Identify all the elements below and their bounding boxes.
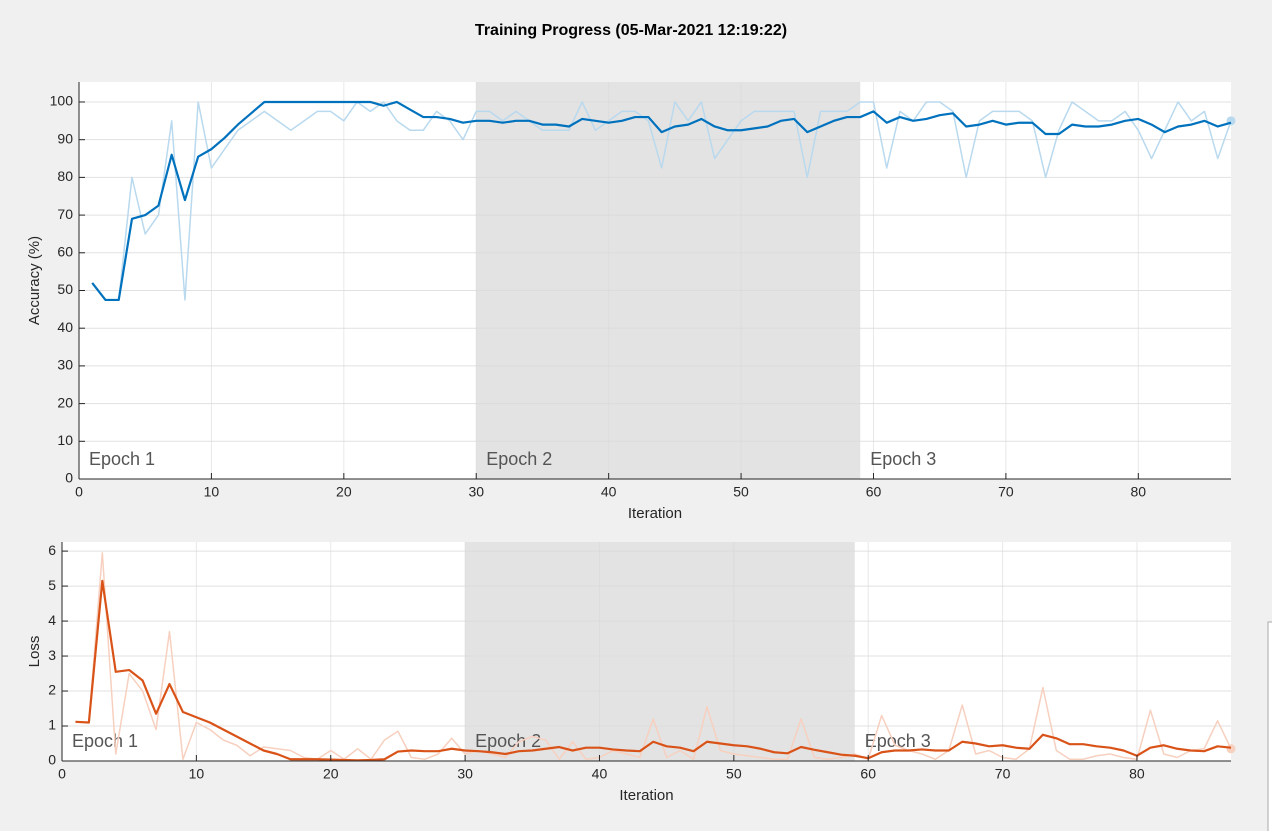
x-tick-label: 50 <box>726 766 742 782</box>
y-tick-label: 0 <box>48 752 56 768</box>
y-tick-label: 4 <box>48 612 56 628</box>
x-tick-label: 80 <box>1129 766 1145 782</box>
x-tick-label: 30 <box>457 766 473 782</box>
final-point <box>1226 744 1236 754</box>
series-line <box>91 100 1232 302</box>
y-tick-label: 60 <box>57 243 73 259</box>
series-line <box>75 552 1232 760</box>
epoch-shade <box>465 542 855 761</box>
y-tick-label: 3 <box>48 647 56 663</box>
x-tick-label: 70 <box>998 484 1014 500</box>
epoch-label: Epoch 2 <box>475 731 541 751</box>
x-tick-label: 60 <box>860 766 876 782</box>
epoch-label: Epoch 3 <box>865 731 931 751</box>
y-axis-label: Accuracy (%) <box>26 236 43 325</box>
y-tick-label: 20 <box>57 394 73 410</box>
x-tick-label: 20 <box>323 766 339 782</box>
y-tick-label: 40 <box>57 319 73 335</box>
x-axis-label: Iteration <box>619 787 673 804</box>
epoch-shade <box>476 82 861 479</box>
y-tick-label: 1 <box>48 717 56 733</box>
y-tick-label: 2 <box>48 682 56 698</box>
epoch-label: Epoch 1 <box>72 731 138 751</box>
x-tick-label: 10 <box>204 484 220 500</box>
x-tick-label: 50 <box>733 484 749 500</box>
x-tick-label: 40 <box>592 766 608 782</box>
y-tick-label: 80 <box>57 168 73 184</box>
x-tick-label: 60 <box>866 484 882 500</box>
x-tick-label: 0 <box>75 484 83 500</box>
y-tick-label: 0 <box>65 470 73 486</box>
x-tick-label: 0 <box>58 766 66 782</box>
y-tick-label: 70 <box>57 206 73 222</box>
x-tick-label: 80 <box>1131 484 1147 500</box>
y-tick-label: 50 <box>57 281 73 297</box>
epoch-label: Epoch 2 <box>486 449 552 469</box>
epoch-label: Epoch 1 <box>89 449 155 469</box>
x-tick-label: 70 <box>995 766 1011 782</box>
side-panel <box>1267 621 1272 831</box>
x-tick-label: 30 <box>468 484 484 500</box>
y-tick-label: 10 <box>57 432 73 448</box>
series-line <box>75 579 1232 762</box>
chart-title: Training Progress (05-Mar-2021 12:19:22) <box>475 22 787 39</box>
series-line <box>91 101 1232 301</box>
x-axis-label: Iteration <box>628 505 682 522</box>
y-tick-label: 30 <box>57 357 73 373</box>
y-tick-label: 5 <box>48 577 56 593</box>
x-tick-label: 10 <box>189 766 205 782</box>
y-tick-label: 6 <box>48 542 56 558</box>
x-tick-label: 40 <box>601 484 617 500</box>
y-tick-label: 90 <box>57 130 73 146</box>
x-tick-label: 20 <box>336 484 352 500</box>
epoch-label: Epoch 3 <box>870 449 936 469</box>
y-axis-label: Loss <box>26 636 43 668</box>
y-tick-label: 100 <box>50 93 74 109</box>
